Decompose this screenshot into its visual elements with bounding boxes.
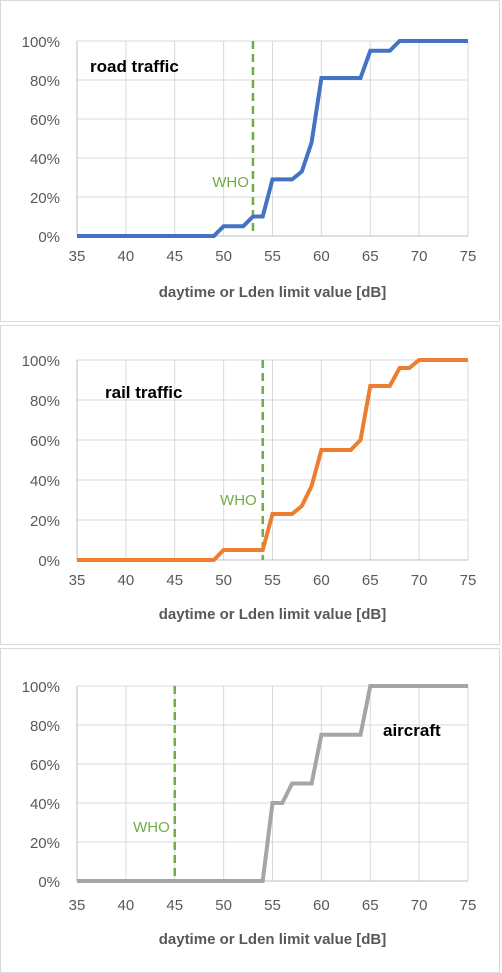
chart-panel-road-traffic: 0% 20% 40% 60% 80% 100% 35 40 45 50 55 60 65 70 75 WHO r… bbox=[0, 0, 500, 322]
chart-panel-rail-traffic: 0% 20% 40% 60% 80% 100% 35 40 45 50 55 60 65 70 75 WHO r… bbox=[0, 325, 500, 645]
y-tick-label: 40% bbox=[30, 473, 60, 490]
y-tick-label: 60% bbox=[30, 433, 60, 450]
series-line bbox=[77, 39, 468, 238]
x-tick-label: 75 bbox=[460, 248, 477, 265]
y-tick-label: 0% bbox=[38, 229, 60, 246]
series-line bbox=[77, 358, 468, 562]
y-tick-label: 20% bbox=[30, 190, 60, 207]
x-axis-title: daytime or Lden limit value [dB] bbox=[159, 606, 387, 623]
series-label: aircraft bbox=[383, 721, 441, 740]
x-tick-label: 70 bbox=[411, 248, 428, 265]
x-tick-label: 35 bbox=[69, 248, 86, 265]
x-tick-label: 40 bbox=[118, 248, 135, 265]
x-tick-label: 70 bbox=[411, 572, 428, 589]
x-axis-title: daytime or Lden limit value [dB] bbox=[159, 931, 387, 948]
x-tick-label: 70 bbox=[411, 897, 428, 914]
chart-panel-aircraft: 0% 20% 40% 60% 80% 100% 35 40 45 50 55 60 65 70 75 WHO a… bbox=[0, 648, 500, 973]
x-tick-label: 55 bbox=[264, 248, 281, 265]
x-tick-label: 40 bbox=[118, 572, 135, 589]
y-tick-label: 60% bbox=[30, 112, 60, 129]
chart-svg: 0% 20% 40% 60% 80% 100% 35 40 45 50 55 60 65 70 75 WHO a… bbox=[22, 679, 477, 948]
y-tick-label: 0% bbox=[38, 553, 60, 570]
x-tick-label: 35 bbox=[69, 572, 86, 589]
x-tick-label: 65 bbox=[362, 572, 379, 589]
x-tick-label: 50 bbox=[215, 897, 232, 914]
who-label: WHO bbox=[133, 819, 170, 836]
y-tick-label: 20% bbox=[30, 513, 60, 530]
x-tick-label: 45 bbox=[166, 572, 183, 589]
x-tick-label: 40 bbox=[118, 897, 135, 914]
series-label: road traffic bbox=[90, 57, 179, 76]
y-tick-label: 80% bbox=[30, 73, 60, 90]
chart-svg: 0% 20% 40% 60% 80% 100% 35 40 45 50 55 60 65 70 75 WHO r… bbox=[22, 353, 477, 623]
x-tick-label: 50 bbox=[215, 248, 232, 265]
y-tick-label: 40% bbox=[30, 151, 60, 168]
x-axis-title: daytime or Lden limit value [dB] bbox=[159, 284, 387, 301]
y-tick-label: 60% bbox=[30, 757, 60, 774]
series-line bbox=[77, 684, 468, 883]
x-tick-label: 60 bbox=[313, 572, 330, 589]
y-tick-label: 100% bbox=[22, 679, 60, 696]
chart-svg: 0% 20% 40% 60% 80% 100% 35 40 45 50 55 60 65 70 75 WHO r… bbox=[22, 34, 477, 301]
x-tick-label: 65 bbox=[362, 897, 379, 914]
x-tick-label: 45 bbox=[166, 897, 183, 914]
y-tick-label: 40% bbox=[30, 796, 60, 813]
x-tick-label: 45 bbox=[166, 248, 183, 265]
x-tick-label: 55 bbox=[264, 897, 281, 914]
x-tick-label: 55 bbox=[264, 572, 281, 589]
y-tick-label: 0% bbox=[38, 874, 60, 891]
x-tick-label: 60 bbox=[313, 897, 330, 914]
who-label: WHO bbox=[212, 174, 249, 191]
y-tick-label: 20% bbox=[30, 835, 60, 852]
x-tick-label: 65 bbox=[362, 248, 379, 265]
who-label: WHO bbox=[220, 492, 257, 509]
y-tick-label: 100% bbox=[22, 34, 60, 51]
y-tick-label: 100% bbox=[22, 353, 60, 370]
x-tick-label: 75 bbox=[460, 897, 477, 914]
x-tick-label: 75 bbox=[460, 572, 477, 589]
y-tick-label: 80% bbox=[30, 718, 60, 735]
x-tick-label: 50 bbox=[215, 572, 232, 589]
y-tick-label: 80% bbox=[30, 393, 60, 410]
x-tick-label: 35 bbox=[69, 897, 86, 914]
x-tick-label: 60 bbox=[313, 248, 330, 265]
series-label: rail traffic bbox=[105, 383, 182, 402]
